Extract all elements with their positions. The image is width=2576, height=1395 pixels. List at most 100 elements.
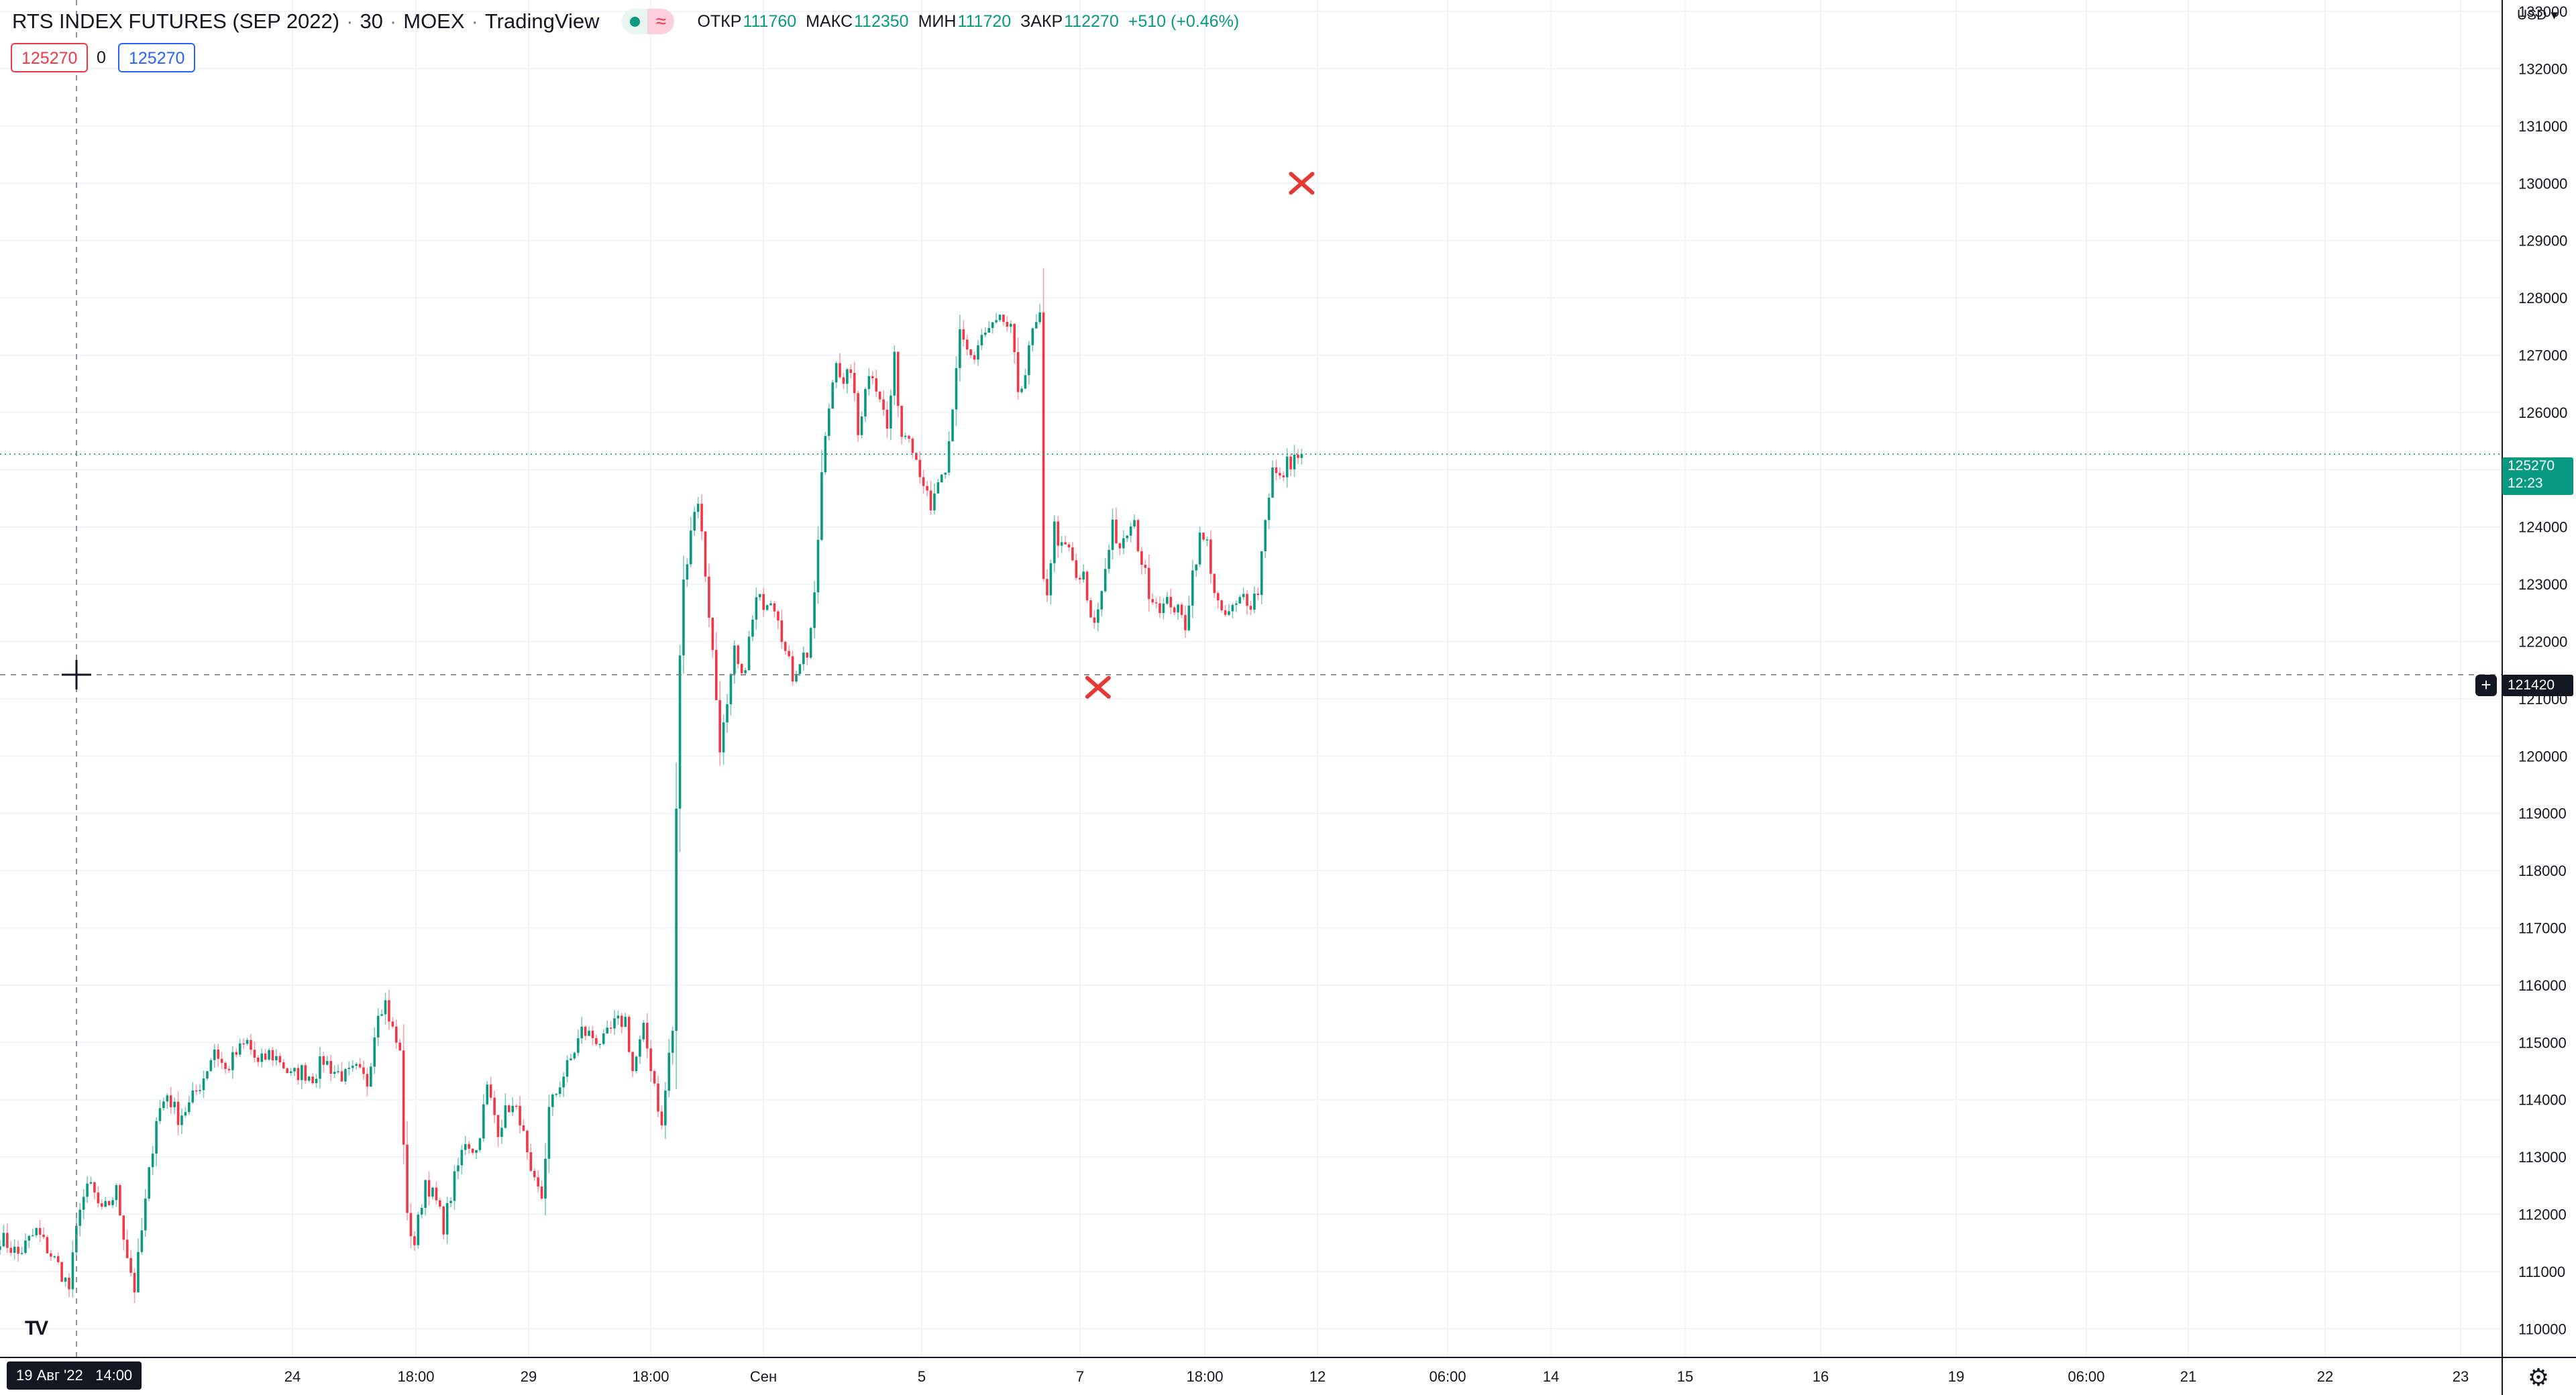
currency-label: USD <box>2517 7 2547 23</box>
candle-body <box>1115 519 1118 544</box>
candle-body <box>115 1185 118 1201</box>
candle-body <box>1111 519 1114 550</box>
candle-body <box>584 1026 587 1036</box>
candle-body <box>700 504 703 532</box>
candle-body <box>122 1215 125 1240</box>
candle-body <box>406 1144 409 1213</box>
candle-body <box>246 1040 249 1044</box>
candle-body <box>449 1201 452 1203</box>
candle-body <box>180 1115 183 1125</box>
candle-body <box>184 1112 187 1116</box>
candle-body <box>439 1200 441 1207</box>
candle-body <box>125 1239 129 1258</box>
sell-price-button[interactable]: 125270 <box>11 43 89 72</box>
candle-body <box>714 650 718 700</box>
candle-body <box>860 416 863 435</box>
candle-body <box>864 389 867 416</box>
tradingview-logo-icon[interactable]: TV <box>24 1317 48 1339</box>
candle-body <box>169 1095 172 1107</box>
bar-countdown: 12:23 <box>2508 476 2543 491</box>
time-tick-label: 5 <box>918 1368 926 1385</box>
candle-body <box>250 1040 252 1050</box>
candle-body <box>148 1167 151 1199</box>
candle-body <box>35 1228 38 1235</box>
candle-body <box>1282 475 1285 478</box>
candle-body <box>842 377 845 384</box>
candle-body <box>740 663 743 673</box>
candle-body <box>639 1039 641 1057</box>
candle-body <box>380 1014 383 1016</box>
cross-marker-icon <box>1085 675 1111 699</box>
candle-body <box>1097 609 1099 623</box>
time-tick-label: 18:00 <box>632 1368 669 1385</box>
candle-body <box>1155 602 1158 604</box>
candle-body <box>1159 603 1161 614</box>
candle-body <box>649 1048 652 1072</box>
candle-body <box>486 1084 489 1105</box>
currency-selector[interactable]: USD ▾ <box>2517 7 2558 23</box>
candle-body <box>206 1071 209 1079</box>
candle-body <box>1162 603 1165 614</box>
price-tick-label: 111000 <box>2518 1264 2565 1280</box>
candle-body <box>693 512 696 531</box>
candle-body <box>1187 605 1191 630</box>
market-status[interactable]: ≈ <box>622 9 675 34</box>
candle-body <box>227 1068 231 1070</box>
candle-body <box>351 1066 354 1068</box>
candle-body <box>678 655 682 809</box>
time-tick-label: 19 <box>1948 1368 1964 1385</box>
price-tick-label: 116000 <box>2518 977 2567 994</box>
candle-body <box>570 1058 572 1060</box>
candle-body <box>453 1171 456 1201</box>
candle-body <box>984 332 987 335</box>
candle-body <box>176 1101 180 1125</box>
candle-body <box>926 486 928 491</box>
candle-body <box>780 620 784 643</box>
candle-body <box>220 1058 223 1063</box>
candle-body <box>50 1253 52 1257</box>
candle-body <box>806 653 809 658</box>
delayed-data-icon[interactable]: ≈ <box>647 9 675 34</box>
price-tick-label: 119000 <box>2518 805 2567 822</box>
candle-body <box>995 320 998 323</box>
open-label: ОТКР <box>697 11 742 31</box>
low-value: 111720 <box>957 11 1012 31</box>
close-value: 112270 <box>1064 11 1119 31</box>
interval-label[interactable]: 30 <box>360 9 383 33</box>
candle-body <box>762 594 765 610</box>
buy-price-button[interactable]: 125270 <box>118 43 196 72</box>
candle-body <box>2 1233 5 1247</box>
candle-body <box>347 1068 351 1070</box>
candle-body <box>1009 323 1012 327</box>
chevron-down-icon: ▾ <box>2551 7 2558 23</box>
candle-body <box>871 376 874 379</box>
candle-body <box>965 339 969 350</box>
candle-body <box>1173 607 1176 613</box>
candle-body <box>1046 579 1049 596</box>
candle-body <box>133 1272 136 1293</box>
candle-body <box>268 1050 270 1060</box>
candle-body <box>624 1017 627 1027</box>
candle-body <box>616 1015 620 1019</box>
price-tick-label: 124000 <box>2518 519 2567 536</box>
market-open-dot-icon[interactable] <box>622 9 647 34</box>
gear-icon[interactable]: ⚙ <box>2527 1363 2550 1391</box>
price-tick-label: 132000 <box>2518 60 2567 77</box>
time-tick-label: 14 <box>1543 1368 1559 1385</box>
candle-body <box>929 490 932 511</box>
candle-body <box>1253 594 1256 610</box>
candle-body <box>758 594 761 598</box>
candle-body <box>1031 328 1034 345</box>
candle-body <box>137 1251 140 1293</box>
candle-body <box>511 1105 515 1113</box>
high-label: МАКС <box>806 11 853 31</box>
candle-body <box>755 597 758 620</box>
time-tick-label: 15 <box>1677 1368 1693 1385</box>
candle-body <box>111 1200 114 1205</box>
symbol-title[interactable]: RTS INDEX FUTURES (SEP 2022) <box>12 9 340 33</box>
candle-body <box>1082 571 1085 580</box>
plus-icon[interactable]: + <box>2475 675 2497 696</box>
candle-body <box>151 1154 154 1168</box>
candle-body <box>20 1253 23 1254</box>
